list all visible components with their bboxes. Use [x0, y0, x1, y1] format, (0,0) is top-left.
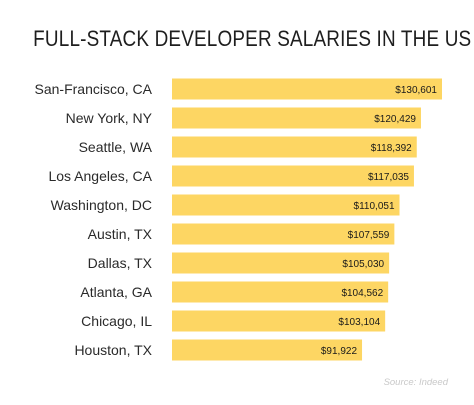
- value-label: $130,601: [395, 85, 437, 96]
- bar-row: Dallas, TX $105,030: [88, 252, 390, 274]
- category-label: Los Angeles, CA: [48, 168, 152, 184]
- bar: [172, 194, 400, 216]
- bar: [172, 281, 389, 303]
- bar-row: New York, NY $120,429: [66, 107, 421, 129]
- value-label: $118,392: [371, 143, 412, 154]
- bar: [172, 252, 390, 274]
- bar: [172, 165, 414, 187]
- value-label: $107,559: [348, 230, 390, 241]
- bar-row: Austin, TX $107,559: [88, 223, 395, 245]
- bar-row: San-Francisco, CA $130,601: [35, 78, 442, 100]
- bar-row: Houston, TX $91,922: [74, 339, 363, 361]
- value-label: $104,562: [341, 288, 383, 299]
- category-label: New York, NY: [66, 110, 153, 126]
- value-label: $117,035: [368, 172, 409, 183]
- bar: [172, 223, 395, 245]
- bar-row: Atlanta, GA $104,562: [80, 281, 389, 303]
- bar: [172, 136, 417, 158]
- bar: [172, 78, 442, 100]
- bar: [172, 339, 363, 361]
- value-label: $120,429: [374, 114, 416, 125]
- category-label: Chicago, IL: [81, 313, 152, 329]
- value-label: $105,030: [342, 259, 384, 270]
- bar: [172, 310, 386, 332]
- value-label: $110,051: [354, 201, 395, 212]
- chart-title: FULL-STACK DEVELOPER SALARIES IN THE US: [33, 26, 472, 51]
- source-note: Source: Indeed: [383, 377, 448, 388]
- bar-row: Chicago, IL $103,104: [81, 310, 386, 332]
- value-label: $91,922: [321, 346, 358, 357]
- category-label: Dallas, TX: [88, 255, 153, 271]
- category-label: Houston, TX: [74, 342, 152, 358]
- value-label: $103,104: [338, 317, 380, 328]
- category-label: Washington, DC: [51, 197, 152, 213]
- category-label: San-Francisco, CA: [35, 81, 153, 97]
- bar: [172, 107, 421, 129]
- category-label: Seattle, WA: [79, 139, 153, 155]
- bar-row: Seattle, WA $118,392: [79, 136, 417, 158]
- category-label: Austin, TX: [88, 226, 153, 242]
- bar-row: Los Angeles, CA $117,035: [48, 165, 414, 187]
- category-label: Atlanta, GA: [80, 284, 152, 300]
- bar-row: Washington, DC $110,051: [51, 194, 400, 216]
